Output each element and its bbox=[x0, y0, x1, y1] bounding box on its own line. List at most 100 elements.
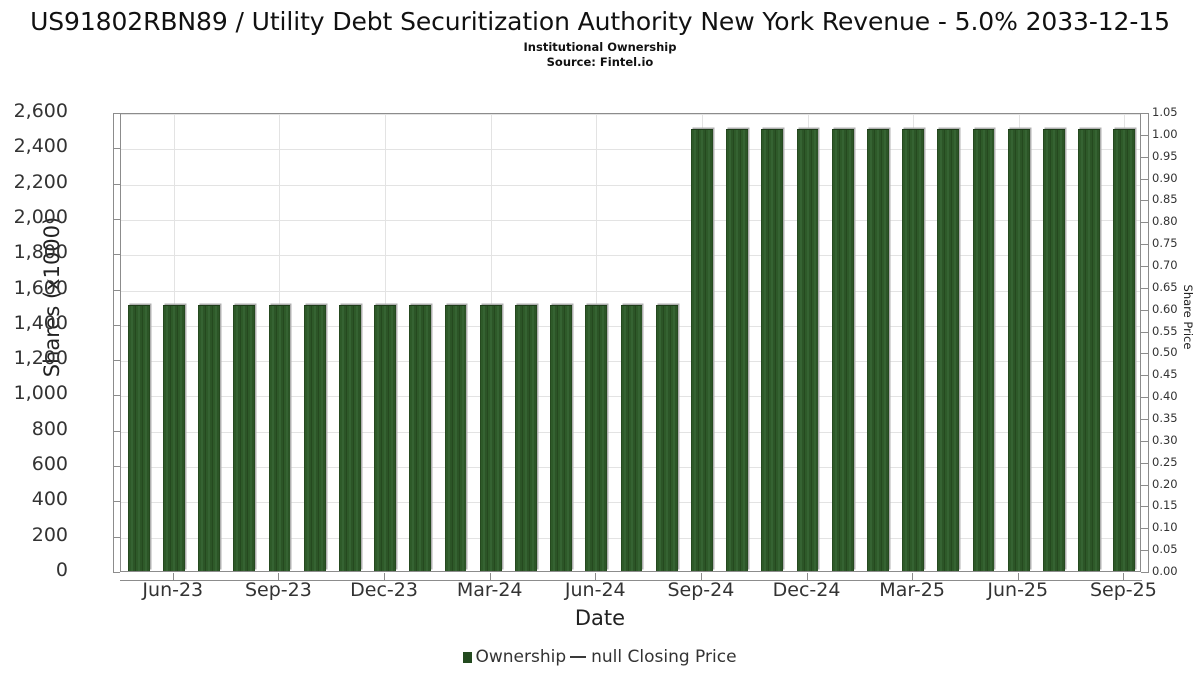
bar-ownership[interactable] bbox=[162, 305, 185, 571]
y-axis-left-tick-label: 2,200 bbox=[13, 170, 68, 193]
x-axis-tick-label: Jun-25 bbox=[987, 579, 1049, 601]
x-axis-tick-mark bbox=[912, 573, 913, 580]
chart-legend: Ownership null Closing Price bbox=[0, 647, 1200, 667]
y-axis-right-tick-mark bbox=[1141, 528, 1148, 529]
bar-ownership[interactable] bbox=[127, 305, 150, 571]
x-axis-tick-label: Dec-23 bbox=[350, 579, 418, 601]
bar-ownership[interactable] bbox=[902, 128, 925, 571]
bar-ownership[interactable] bbox=[972, 128, 995, 571]
y-axis-left-tick-mark bbox=[113, 572, 120, 573]
y-axis-right-tick-mark bbox=[1141, 353, 1148, 354]
y-axis-right-tick-mark bbox=[1141, 113, 1148, 114]
gridline-horizontal bbox=[121, 291, 1140, 292]
y-axis-left-tick-label: 1,800 bbox=[13, 241, 68, 264]
bar-ownership[interactable] bbox=[479, 305, 502, 571]
bar-ownership[interactable] bbox=[268, 305, 291, 571]
y-axis-right-tick-mark bbox=[1141, 485, 1148, 486]
plot-area bbox=[120, 113, 1141, 572]
y-axis-left-tick-label: 1,200 bbox=[13, 347, 68, 370]
x-axis-tick-mark bbox=[490, 573, 491, 580]
y-axis-right-tick-mark bbox=[1141, 419, 1148, 420]
x-axis-tick-label: Sep-24 bbox=[667, 579, 735, 601]
bar-ownership[interactable] bbox=[867, 128, 889, 571]
legend-item-label: Ownership bbox=[475, 647, 567, 667]
y-axis-left-tick-label: 1,600 bbox=[13, 276, 68, 299]
bar-ownership[interactable] bbox=[409, 305, 432, 571]
bar-ownership[interactable] bbox=[338, 305, 361, 571]
y-axis-right-tick-label: 0.10 bbox=[1152, 520, 1178, 535]
y-axis-left-tick-label: 400 bbox=[31, 488, 68, 511]
bar-ownership[interactable] bbox=[550, 305, 572, 571]
y-axis-left-tick-label: 600 bbox=[31, 453, 68, 476]
y-axis-right-tick-mark bbox=[1141, 157, 1148, 158]
gridline-horizontal bbox=[121, 149, 1140, 150]
y-axis-left-tick-label: 1,400 bbox=[13, 311, 68, 334]
x-axis-tick-mark bbox=[173, 573, 174, 580]
y-axis-right-tick-mark bbox=[1141, 441, 1148, 442]
y-axis-left-tick-label: 0 bbox=[55, 559, 68, 581]
y-axis-left-tick-mark bbox=[113, 184, 120, 185]
bar-ownership[interactable] bbox=[1078, 128, 1101, 571]
legend-item[interactable]: Ownership bbox=[463, 647, 566, 667]
bar-ownership[interactable] bbox=[1007, 128, 1030, 571]
bar-ownership[interactable] bbox=[444, 305, 467, 571]
x-axis-title: Date bbox=[574, 606, 626, 630]
y-axis-left-tick-mark bbox=[113, 290, 120, 291]
y-axis-right-tick-mark bbox=[1141, 506, 1148, 507]
bar-ownership[interactable] bbox=[374, 305, 396, 571]
bar-ownership[interactable] bbox=[198, 305, 220, 571]
legend-line-icon bbox=[570, 656, 587, 658]
x-axis-tick-mark bbox=[701, 573, 702, 580]
y-axis-left-tick-label: 2,000 bbox=[13, 205, 68, 228]
y-axis-right-tick-mark bbox=[1141, 463, 1148, 464]
y-axis-right-tick-mark bbox=[1141, 200, 1148, 201]
chart-title: US91802RBN89 / Utility Debt Securitizati… bbox=[30, 7, 1170, 36]
bar-ownership[interactable] bbox=[726, 128, 749, 571]
y-axis-right-tick-mark bbox=[1141, 332, 1148, 333]
y-axis-left-tick-mark bbox=[113, 254, 120, 255]
y-axis-right-tick-label: 0.70 bbox=[1152, 258, 1178, 272]
bar-ownership[interactable] bbox=[690, 128, 713, 571]
y-axis-right-tick-mark bbox=[1141, 266, 1148, 267]
y-axis-right-tick-mark bbox=[1141, 550, 1148, 551]
bar-ownership[interactable] bbox=[761, 128, 784, 571]
y-axis-right-tick-label: 0.30 bbox=[1152, 432, 1178, 447]
y-axis-right-tick-label: 0.00 bbox=[1152, 564, 1178, 578]
y-axis-left-tick-mark bbox=[113, 148, 120, 149]
x-axis-line bbox=[120, 580, 1142, 581]
y-axis-right-tick-mark bbox=[1141, 179, 1148, 180]
x-axis-tick-label: Sep-25 bbox=[1089, 579, 1157, 601]
legend-item-label: null Closing Price bbox=[591, 647, 737, 667]
bar-ownership[interactable] bbox=[1113, 128, 1136, 571]
chart-subtitle: Institutional Ownership bbox=[523, 40, 677, 54]
bar-ownership[interactable] bbox=[1043, 128, 1065, 571]
y-axis-right-tick-label: 0.40 bbox=[1152, 389, 1178, 404]
y-axis-right-tick-label: 0.95 bbox=[1152, 148, 1178, 163]
title-block: US91802RBN89 / Utility Debt Securitizati… bbox=[0, 0, 1200, 70]
y-axis-left-tick-mark bbox=[113, 113, 120, 114]
bar-ownership[interactable] bbox=[303, 305, 326, 571]
y-axis-left-tick-label: 200 bbox=[31, 523, 68, 546]
y-axis-left-tick-mark bbox=[113, 431, 120, 432]
bar-ownership[interactable] bbox=[585, 305, 608, 571]
bar-ownership[interactable] bbox=[831, 128, 854, 571]
y-axis-right-tick-mark bbox=[1141, 244, 1148, 245]
y-axis-right-tick-label: 0.50 bbox=[1152, 345, 1178, 360]
y-axis-right-tick-label: 0.75 bbox=[1152, 236, 1178, 251]
y-axis-right-tick-label: 0.25 bbox=[1152, 454, 1178, 469]
bar-ownership[interactable] bbox=[233, 305, 256, 571]
y-axis-left-tick-label: 2,600 bbox=[13, 100, 68, 122]
bar-ownership[interactable] bbox=[937, 128, 960, 571]
bar-ownership[interactable] bbox=[514, 305, 537, 571]
y-axis-right-tick-mark bbox=[1141, 397, 1148, 398]
bar-ownership[interactable] bbox=[796, 128, 819, 571]
y-axis-left-tick-label: 800 bbox=[31, 417, 68, 440]
x-axis-tick-mark bbox=[1123, 573, 1124, 580]
y-axis-left-tick-mark bbox=[113, 537, 120, 538]
bar-ownership[interactable] bbox=[655, 305, 678, 571]
legend-item[interactable]: null Closing Price bbox=[566, 647, 737, 667]
bar-ownership[interactable] bbox=[620, 305, 643, 571]
x-axis-tick-label: Sep-23 bbox=[245, 579, 312, 601]
x-axis-tick-label: Dec-24 bbox=[772, 579, 841, 601]
y-axis-right-tick-mark bbox=[1141, 135, 1148, 136]
